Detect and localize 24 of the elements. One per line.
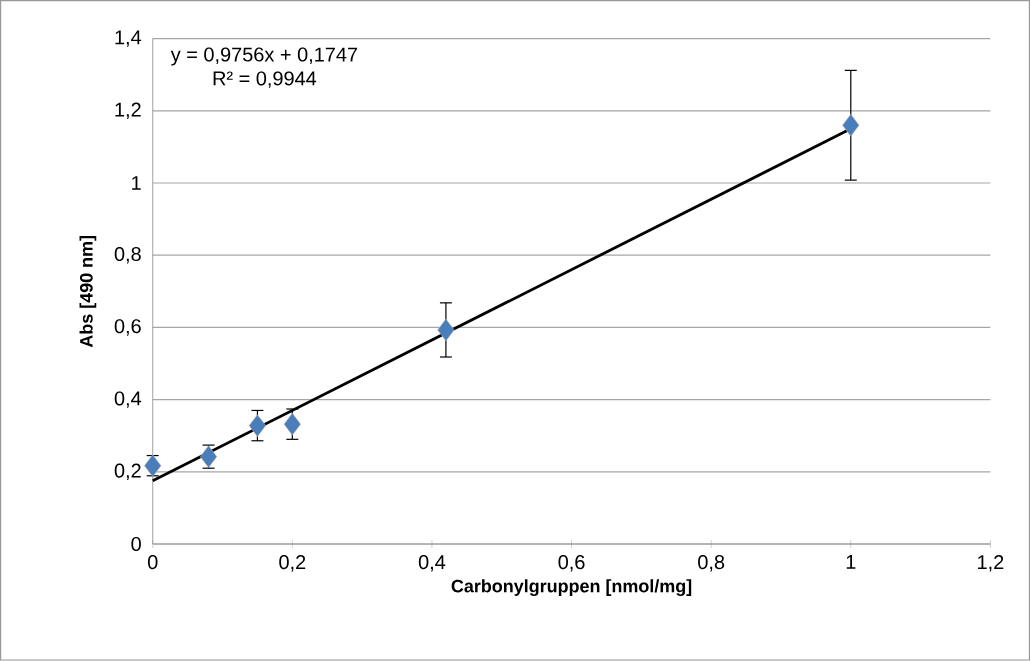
y-tick-label: 0	[131, 537, 141, 552]
y-axis-title: Abs [490 nm]	[79, 236, 97, 348]
y-tick-label: 0,2	[114, 463, 141, 481]
point	[283, 413, 301, 436]
x-tick-label: 1	[846, 555, 856, 569]
y-tick-label: 1	[132, 176, 141, 191]
x-tick-label: 1,2	[978, 555, 1004, 572]
point	[437, 318, 455, 342]
x-tick-label: 0	[147, 555, 158, 570]
x-axis-title: Carbonylgruppen [nmol/mg]	[451, 579, 692, 597]
point	[248, 414, 266, 438]
annotation: y = 0,9756x + 0,1747	[170, 47, 358, 66]
x-tick-label: 0,4	[418, 555, 446, 572]
point	[842, 114, 860, 137]
y-tick-label: 0,4	[114, 391, 142, 408]
y-tick-label: 0,8	[114, 247, 141, 264]
y-tick-label: 0,6	[114, 319, 141, 336]
annotation: R² = 0,9944	[213, 71, 317, 89]
x-tick-label: 0,2	[279, 555, 306, 572]
x-tick-label: 0,8	[698, 555, 725, 572]
y-tick-label: 1,2	[115, 102, 141, 120]
x-tick-label: 0,6	[558, 555, 585, 572]
y-tick-label: 1,4	[115, 30, 142, 47]
point	[144, 454, 162, 478]
